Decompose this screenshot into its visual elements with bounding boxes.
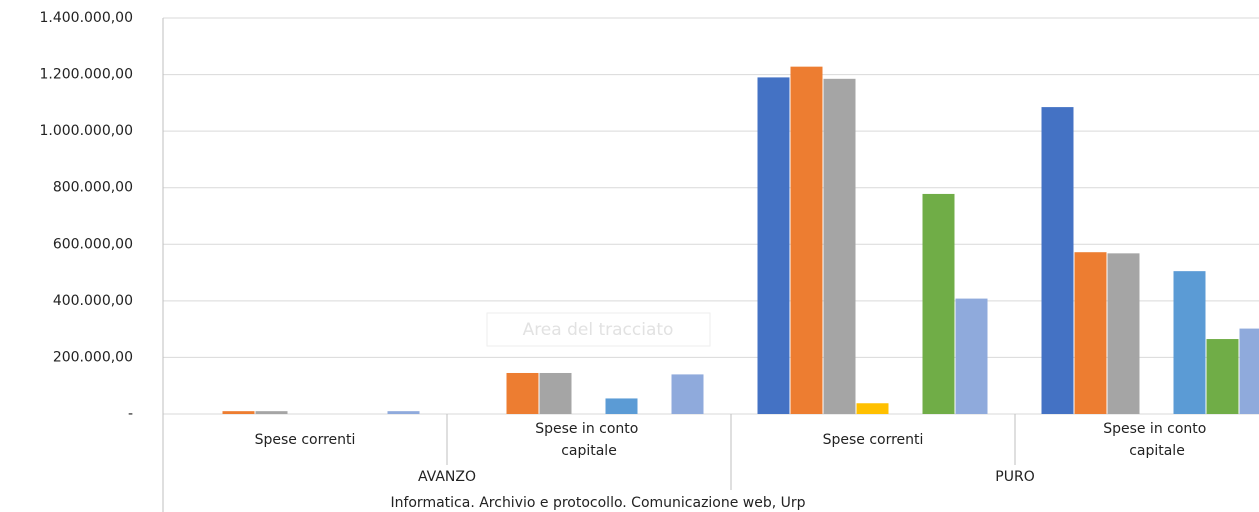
- bar: [1173, 271, 1206, 414]
- y-tick-label: 1.000.000,00: [39, 123, 133, 139]
- tooltip: Area del tracciato: [523, 320, 674, 340]
- group-label: PURO: [995, 469, 1034, 485]
- x-tick-label: Spese correnti: [255, 432, 356, 448]
- bar: [1239, 328, 1259, 414]
- x-tick-label: Spese correnti: [823, 432, 924, 448]
- y-tick-label: 200.000,00: [53, 349, 133, 365]
- bar: [222, 411, 255, 414]
- category-title: Informatica. Archivio e protocollo. Comu…: [390, 495, 805, 511]
- bar: [1041, 107, 1074, 414]
- bar: [255, 411, 288, 414]
- bar: [1107, 253, 1140, 414]
- bar: [605, 398, 638, 414]
- y-tick-label: 600.000,00: [53, 236, 133, 252]
- bar: [955, 298, 988, 414]
- bar: [790, 66, 823, 414]
- bar: [506, 372, 539, 414]
- bar: [1074, 252, 1107, 414]
- x-tick-label: Spese in conto capitale: [535, 421, 643, 459]
- bar: [671, 374, 704, 414]
- bar: [1206, 339, 1239, 414]
- y-tick-label: 1.400.000,00: [39, 10, 133, 26]
- plot-area-tooltip-box: [486, 312, 711, 347]
- bar: [922, 193, 955, 414]
- y-tick-label: -: [128, 406, 133, 422]
- x-tick-label: Spese in conto capitale: [1103, 421, 1211, 459]
- y-tick-label: 800.000,00: [53, 180, 133, 196]
- y-tick-label: 400.000,00: [53, 293, 133, 309]
- bar: [539, 372, 572, 414]
- bar: [823, 78, 856, 415]
- y-tick-label: 1.200.000,00: [39, 67, 133, 83]
- bar: [757, 77, 790, 415]
- group-label: AVANZO: [418, 469, 476, 485]
- bar: [856, 403, 889, 414]
- bar: [387, 411, 420, 414]
